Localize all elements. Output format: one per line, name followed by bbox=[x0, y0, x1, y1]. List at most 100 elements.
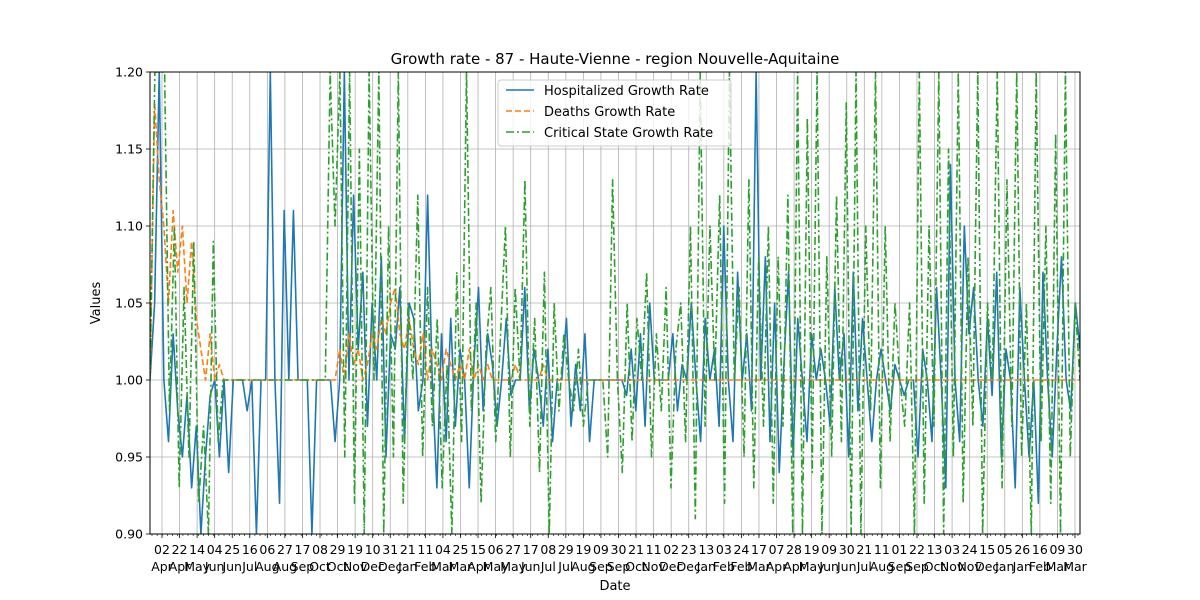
x-tick-month: Oct bbox=[625, 559, 647, 574]
x-tick-month: May bbox=[184, 559, 210, 574]
x-tick-day: 27 bbox=[277, 542, 293, 557]
y-tick-label: 1.00 bbox=[115, 373, 143, 388]
y-tick-label: 1.05 bbox=[115, 296, 143, 311]
x-tick-month: Jul bbox=[241, 559, 257, 574]
x-tick-day: 10 bbox=[365, 542, 381, 557]
chart-title: Growth rate - 87 - Haute-Vienne - region… bbox=[391, 50, 840, 68]
x-tick-day: 11 bbox=[874, 542, 890, 557]
x-tick-day: 09 bbox=[593, 542, 609, 557]
x-tick-day: 31 bbox=[382, 542, 398, 557]
x-tick-day: 04 bbox=[435, 542, 451, 557]
y-axis-label: Values bbox=[89, 282, 104, 325]
x-tick-day: 23 bbox=[681, 542, 697, 557]
x-tick-month: Jul bbox=[540, 559, 556, 574]
x-tick-month: Aug bbox=[255, 559, 279, 574]
x-tick-day: 22 bbox=[172, 542, 188, 557]
x-tick-month: Jan bbox=[994, 559, 1014, 574]
x-tick-month: Feb bbox=[730, 559, 752, 574]
x-tick-day: 04 bbox=[207, 542, 223, 557]
x-tick-day: 19 bbox=[347, 542, 363, 557]
x-tick-month: Mar bbox=[1063, 559, 1087, 574]
x-tick-month: Jun bbox=[204, 559, 225, 574]
y-tick-label: 0.90 bbox=[115, 527, 143, 542]
x-tick-month: Nov bbox=[940, 559, 965, 574]
x-tick-day: 06 bbox=[259, 542, 275, 557]
x-tick-day: 17 bbox=[523, 542, 539, 557]
x-tick-month: Sep bbox=[589, 559, 613, 574]
y-tick-label: 0.95 bbox=[115, 450, 143, 465]
x-tick-day: 21 bbox=[628, 542, 644, 557]
x-tick-month: Jan bbox=[397, 559, 417, 574]
x-tick-month: Sep bbox=[607, 559, 631, 574]
x-tick-day: 02 bbox=[154, 542, 170, 557]
x-tick-day: 16 bbox=[1032, 542, 1048, 557]
x-tick-month: Feb bbox=[713, 559, 735, 574]
x-tick-day: 13 bbox=[698, 542, 714, 557]
x-tick-month: Feb bbox=[1029, 559, 1051, 574]
x-tick-month: Aug bbox=[273, 559, 297, 574]
x-tick-month: Jul bbox=[557, 559, 573, 574]
x-tick-month: Jun bbox=[818, 559, 839, 574]
x-tick-day: 16 bbox=[242, 542, 258, 557]
x-tick-day: 01 bbox=[891, 542, 907, 557]
x-tick-day: 08 bbox=[540, 542, 556, 557]
x-axis-label: Date bbox=[599, 579, 630, 594]
x-tick-day: 15 bbox=[470, 542, 486, 557]
x-tick-month: Oct bbox=[309, 559, 331, 574]
x-tick-month: Jan bbox=[1012, 559, 1032, 574]
x-tick-month: Sep bbox=[888, 559, 912, 574]
x-tick-day: 03 bbox=[944, 542, 960, 557]
x-tick-day: 30 bbox=[1067, 542, 1083, 557]
x-axis: 02Apr22Apr14May04Jun25Jun16Jul06Aug27Aug… bbox=[151, 534, 1088, 574]
series-lines bbox=[150, 72, 1080, 534]
x-tick-month: Oct bbox=[327, 559, 349, 574]
x-tick-day: 24 bbox=[733, 542, 749, 557]
x-tick-month: Jan bbox=[696, 559, 716, 574]
y-tick-label: 1.10 bbox=[115, 219, 143, 234]
x-tick-day: 08 bbox=[312, 542, 328, 557]
y-axis: 0.90 0.95 1.00 1.05 1.10 1.15 1.20 bbox=[115, 65, 150, 542]
x-tick-day: 11 bbox=[646, 542, 662, 557]
x-tick-month: Jun bbox=[221, 559, 242, 574]
x-tick-month: Mar bbox=[449, 559, 473, 574]
x-tick-month: Apr bbox=[783, 559, 805, 574]
x-tick-day: 25 bbox=[224, 542, 240, 557]
x-tick-month: Nov bbox=[641, 559, 666, 574]
legend-box bbox=[497, 79, 732, 147]
x-tick-month: May bbox=[500, 559, 526, 574]
x-tick-day: 26 bbox=[1014, 542, 1030, 557]
x-tick-day: 07 bbox=[769, 542, 785, 557]
x-tick-month: Dec bbox=[975, 559, 999, 574]
legend-label: Deaths Growth Rate bbox=[544, 105, 675, 120]
x-tick-day: 05 bbox=[997, 542, 1013, 557]
x-tick-month: Dec bbox=[361, 559, 385, 574]
x-tick-month: Apr bbox=[766, 559, 788, 574]
x-tick-day: 22 bbox=[909, 542, 925, 557]
y-tick-label: 1.15 bbox=[115, 142, 143, 157]
x-tick-month: Sep bbox=[291, 559, 315, 574]
x-tick-month: Sep bbox=[905, 559, 929, 574]
x-tick-month: Dec bbox=[677, 559, 701, 574]
x-tick-day: 29 bbox=[558, 542, 574, 557]
x-tick-month: May bbox=[799, 559, 825, 574]
x-tick-month: Jul bbox=[856, 559, 872, 574]
x-tick-month: Aug bbox=[870, 559, 894, 574]
x-tick-day: 19 bbox=[804, 542, 820, 557]
x-tick-day: 21 bbox=[856, 542, 872, 557]
legend-label: Critical State Growth Rate bbox=[544, 126, 713, 141]
x-tick-month: Nov bbox=[957, 559, 982, 574]
x-tick-day: 29 bbox=[330, 542, 346, 557]
x-tick-month: Feb bbox=[414, 559, 436, 574]
x-tick-day: 11 bbox=[417, 542, 433, 557]
x-tick-day: 19 bbox=[575, 542, 591, 557]
x-tick-day: 30 bbox=[611, 542, 627, 557]
x-tick-day: 17 bbox=[295, 542, 311, 557]
x-tick-month: Dec bbox=[378, 559, 402, 574]
x-tick-month: Mar bbox=[747, 559, 771, 574]
x-tick-month: Nov bbox=[343, 559, 368, 574]
x-tick-day: 15 bbox=[979, 542, 995, 557]
x-tick-month: Aug bbox=[571, 559, 595, 574]
series-line-2 bbox=[150, 72, 1080, 534]
x-tick-day: 13 bbox=[927, 542, 943, 557]
